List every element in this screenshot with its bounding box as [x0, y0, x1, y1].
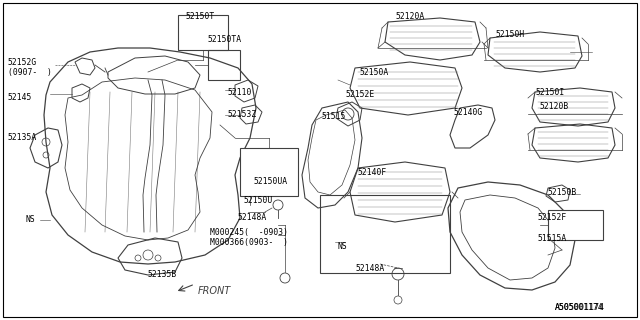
- Text: 52135B: 52135B: [148, 270, 177, 279]
- Text: 51515: 51515: [322, 112, 346, 121]
- Text: 52152E: 52152E: [345, 90, 374, 99]
- Text: 52150I: 52150I: [535, 88, 564, 97]
- Text: 52148A: 52148A: [237, 213, 266, 222]
- Text: 52145: 52145: [8, 93, 33, 102]
- Text: M000245(  -0903): M000245( -0903): [210, 228, 288, 237]
- Bar: [240, 148, 298, 196]
- Text: FRONT: FRONT: [198, 286, 231, 296]
- Text: NS: NS: [25, 215, 35, 224]
- Text: 52120A: 52120A: [395, 12, 424, 21]
- Text: A505001174: A505001174: [555, 303, 605, 312]
- Text: 52150TA: 52150TA: [208, 35, 242, 44]
- Text: 52148A: 52148A: [356, 264, 385, 273]
- Text: 52153Z: 52153Z: [228, 110, 257, 119]
- Text: 52150T: 52150T: [185, 12, 214, 21]
- Text: 52110: 52110: [228, 88, 252, 97]
- Bar: [320, 195, 450, 273]
- Text: 52150U: 52150U: [244, 196, 273, 205]
- Text: A505001174: A505001174: [555, 303, 604, 312]
- Bar: [548, 210, 603, 240]
- Text: 51515A: 51515A: [538, 234, 567, 243]
- Text: NS: NS: [338, 242, 348, 251]
- Text: 52140F: 52140F: [358, 168, 387, 177]
- Text: (0907-  ): (0907- ): [8, 68, 52, 77]
- Text: 52120B: 52120B: [540, 102, 569, 111]
- Text: 52135A: 52135A: [8, 133, 37, 142]
- Text: 52152G: 52152G: [8, 58, 37, 67]
- Text: M000366(0903-  ): M000366(0903- ): [210, 238, 288, 247]
- Text: 52140G: 52140G: [453, 108, 483, 117]
- Text: 52150UA: 52150UA: [253, 177, 287, 186]
- Text: 52152F: 52152F: [538, 213, 567, 222]
- Text: 52150H: 52150H: [495, 30, 524, 39]
- Text: 52150A: 52150A: [360, 68, 389, 77]
- Text: 52150B: 52150B: [548, 188, 577, 197]
